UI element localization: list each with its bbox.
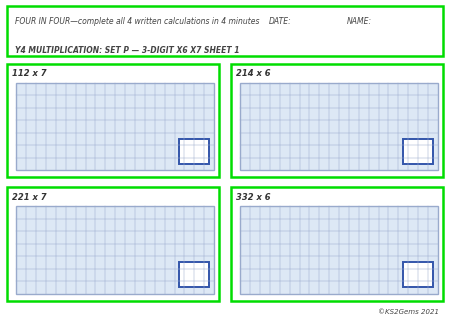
Bar: [16, 83, 214, 170]
FancyBboxPatch shape: [7, 6, 443, 56]
Text: 112 x 7: 112 x 7: [12, 69, 47, 78]
FancyBboxPatch shape: [403, 139, 433, 164]
FancyBboxPatch shape: [230, 187, 443, 301]
FancyBboxPatch shape: [230, 64, 443, 177]
Text: FOUR IN FOUR—complete all 4 written calculations in 4 minutes: FOUR IN FOUR—complete all 4 written calc…: [15, 17, 260, 26]
Text: NAME:: NAME:: [347, 17, 372, 26]
FancyBboxPatch shape: [7, 187, 220, 301]
FancyBboxPatch shape: [403, 262, 433, 287]
Text: Y4 MULTIPLICATION: SET P — 3-DIGIT X6 X7 SHEET 1: Y4 MULTIPLICATION: SET P — 3-DIGIT X6 X7…: [15, 46, 240, 55]
Bar: [240, 206, 438, 294]
Text: 214 x 6: 214 x 6: [236, 69, 270, 78]
Bar: [240, 83, 438, 170]
Text: 332 x 6: 332 x 6: [236, 192, 270, 202]
Bar: [16, 206, 214, 294]
Text: ©KS2Gems 2021: ©KS2Gems 2021: [378, 309, 439, 315]
FancyBboxPatch shape: [180, 139, 209, 164]
Text: 221 x 7: 221 x 7: [12, 192, 47, 202]
FancyBboxPatch shape: [7, 64, 220, 177]
FancyBboxPatch shape: [180, 262, 209, 287]
Text: DATE:: DATE:: [269, 17, 292, 26]
